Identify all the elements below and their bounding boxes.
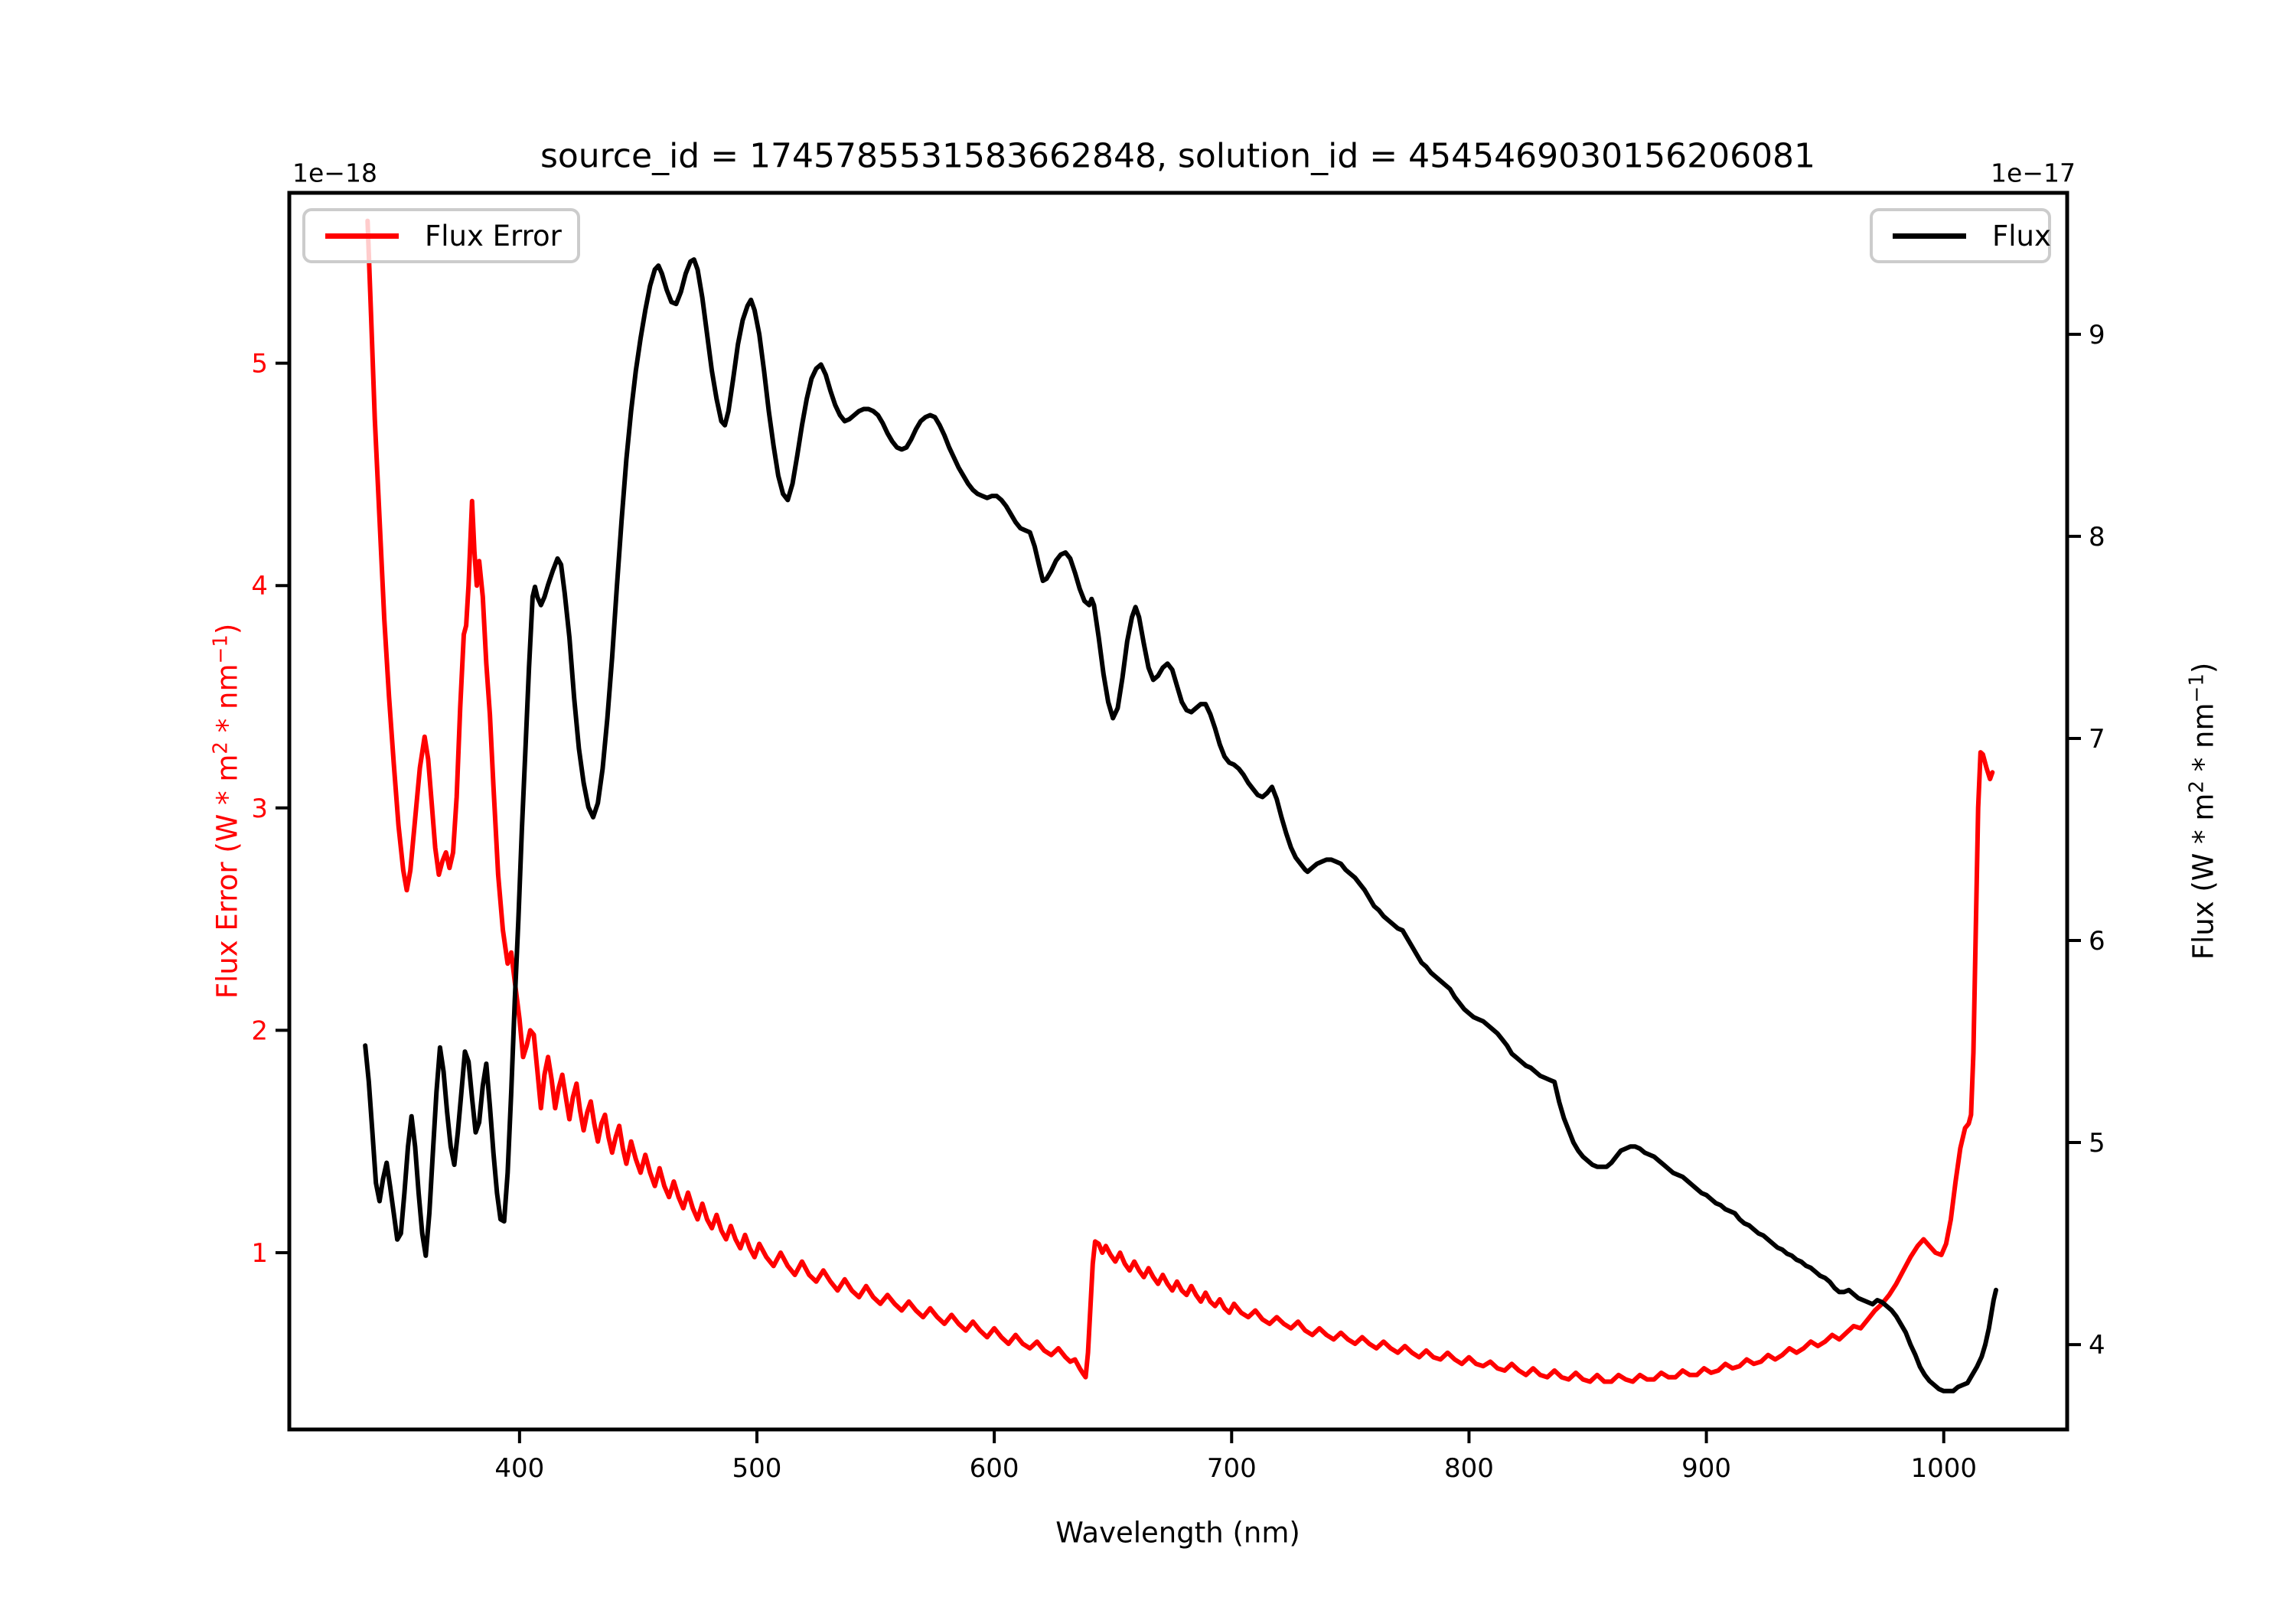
- left-axis-offset-label: 1e−18: [292, 158, 377, 188]
- legend-flux[interactable]: Flux: [1870, 208, 2051, 263]
- x-tick-label: 1000: [1910, 1453, 1977, 1484]
- x-tick-label: 700: [1207, 1453, 1257, 1484]
- y-right-tick-label: 8: [2089, 522, 2105, 553]
- y-right-tick-label: 4: [2089, 1330, 2105, 1361]
- y-right-tick-label: 5: [2089, 1128, 2105, 1159]
- right-axis-label-text3: ): [2187, 662, 2220, 674]
- right-axis-label-text: Flux (W * m: [2187, 793, 2220, 960]
- legend-flux-label: Flux: [1992, 219, 2051, 253]
- y-left-tick-label: 3: [251, 794, 268, 824]
- right-axis-offset-label: 1e−17: [1991, 158, 2076, 188]
- right-axis-label-sup2: 2: [2185, 780, 2209, 794]
- right-axis-label-text2: * nm: [2187, 702, 2220, 781]
- series-line-flux-error: [365, 218, 1995, 1384]
- legend-flux-error[interactable]: Flux Error: [302, 208, 580, 263]
- right-axis-label-supminus1: −1: [2185, 673, 2209, 703]
- y-left-tick-label: 2: [251, 1015, 268, 1046]
- flux-line-swatch: [1893, 233, 1966, 239]
- y-left-tick-label: 4: [251, 571, 268, 601]
- left-axis-label-text3: ): [210, 623, 244, 635]
- legend-flux-error-label: Flux Error: [425, 219, 562, 253]
- left-axis-label-text2: * nm: [210, 663, 244, 742]
- right-axis-label: Flux (W * m2 * nm−1): [2185, 663, 2219, 960]
- flux-error-line-swatch: [325, 233, 399, 239]
- y-left-tick-label: 1: [251, 1238, 268, 1269]
- x-tick-label: 500: [732, 1453, 782, 1484]
- y-right-tick-label: 7: [2089, 724, 2105, 755]
- left-axis-label: Flux Error (W * m2 * nm−1): [209, 624, 243, 999]
- x-tick-label: 600: [970, 1453, 1019, 1484]
- y-right-tick-label: 6: [2089, 926, 2105, 957]
- left-axis-label-sup2: 2: [209, 742, 233, 755]
- y-right-tick-label: 9: [2089, 320, 2105, 350]
- left-axis-label-supminus1: −1: [209, 634, 233, 664]
- x-tick-label: 800: [1444, 1453, 1494, 1484]
- axes-spines: [287, 191, 2069, 1432]
- y-left-tick-label: 5: [251, 349, 268, 380]
- x-axis-label: Wavelength (nm): [1055, 1516, 1300, 1550]
- x-tick-label: 900: [1681, 1453, 1731, 1484]
- plot-title: source_id = 1745785531583662848, solutio…: [540, 136, 1816, 176]
- series-line-flux: [363, 257, 1998, 1393]
- left-axis-label-text: Flux Error (W * m: [210, 754, 244, 999]
- x-tick-label: 400: [494, 1453, 544, 1484]
